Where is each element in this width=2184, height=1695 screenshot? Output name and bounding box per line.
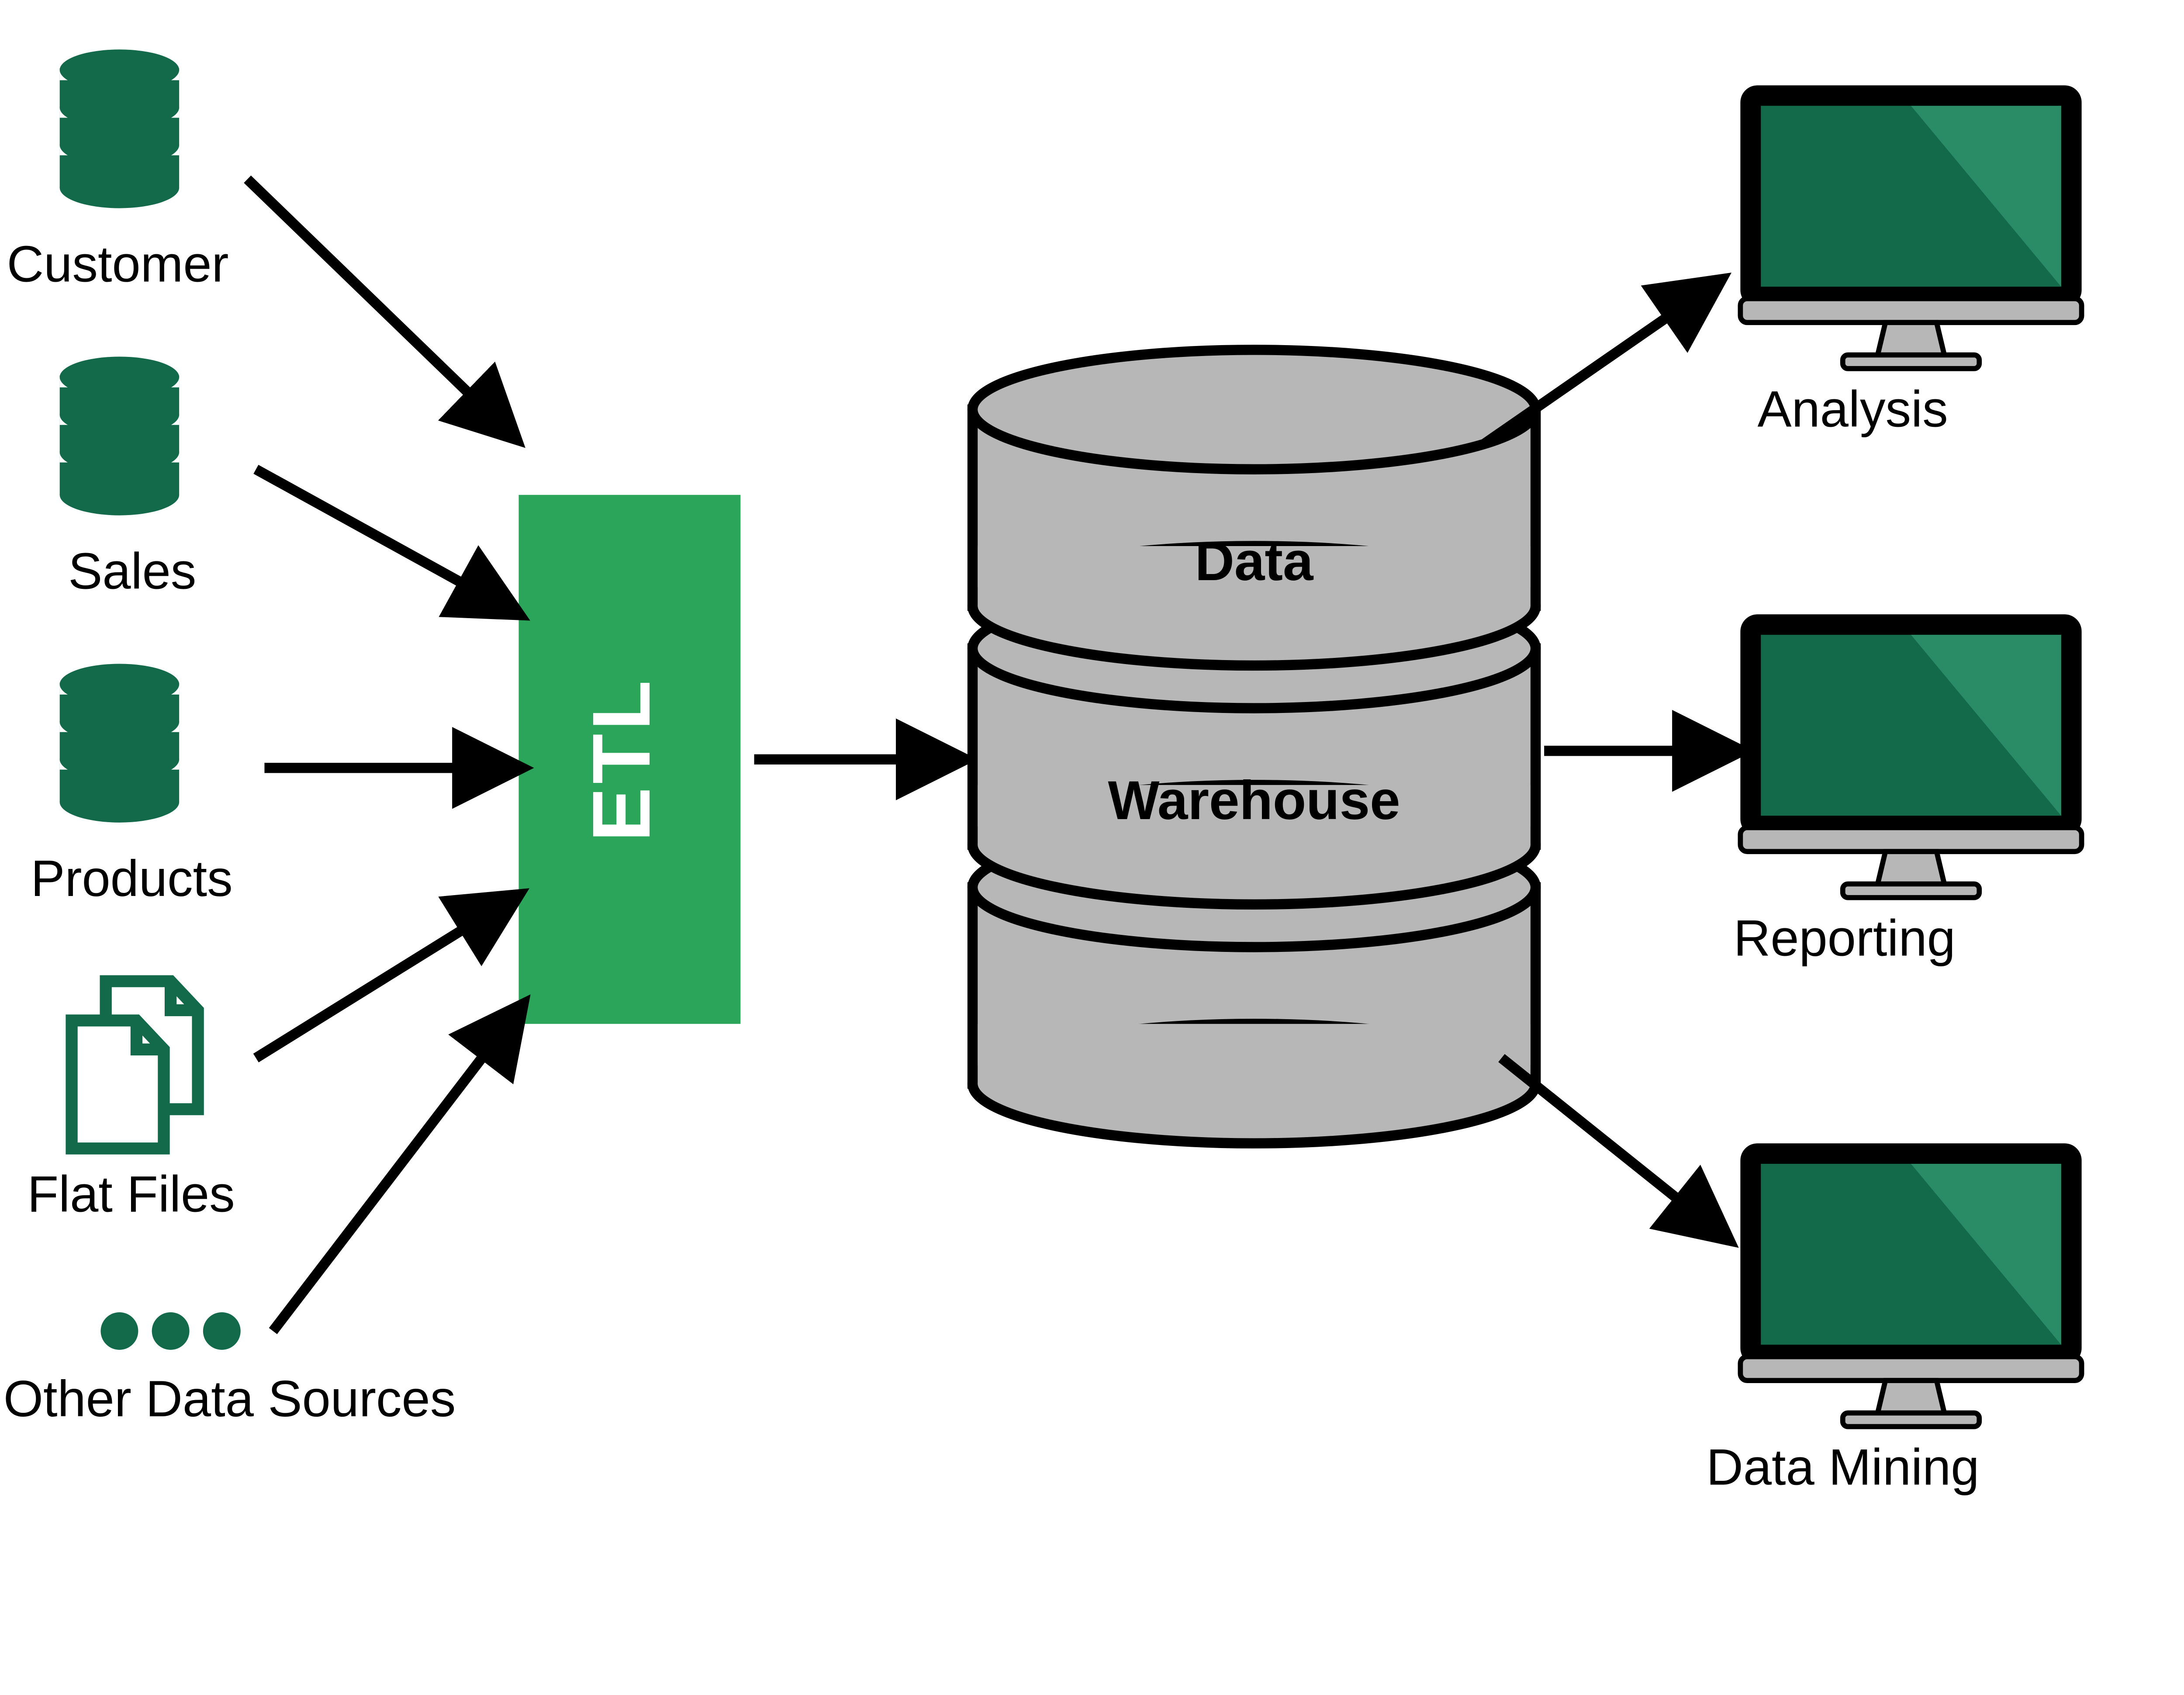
- source-customer: Customer: [7, 49, 229, 292]
- source-other: Other Data Sources: [3, 1312, 456, 1427]
- output-analysis-label: Analysis: [1757, 381, 1948, 438]
- database-icon: [60, 49, 179, 208]
- output-datamining: Data Mining: [1706, 1143, 2081, 1495]
- output-datamining-label: Data Mining: [1706, 1438, 1979, 1495]
- output-reporting: Reporting: [1734, 614, 2082, 966]
- source-flatfiles-label: Flat Files: [28, 1165, 235, 1222]
- source-products-label: Products: [31, 850, 232, 907]
- source-other-label: Other Data Sources: [3, 1370, 456, 1427]
- files-icon: [72, 981, 198, 1148]
- etl-box: ETL: [519, 495, 741, 1024]
- arrows-source-to-etl: [247, 179, 511, 1331]
- dots-icon: [100, 1312, 240, 1350]
- monitor-icon: [1740, 1143, 2081, 1426]
- data-warehouse: Warehouse Data: [973, 350, 1536, 1143]
- source-sales: Sales: [60, 356, 197, 599]
- database-icon: [60, 664, 179, 823]
- output-analysis: Analysis: [1740, 85, 2081, 437]
- database-icon: [60, 356, 179, 515]
- monitor-icon: [1740, 614, 2081, 897]
- source-sales-label: Sales: [68, 543, 196, 600]
- source-products: Products: [31, 664, 232, 907]
- output-reporting-label: Reporting: [1734, 910, 1956, 967]
- warehouse-label-bottom: Warehouse: [1108, 770, 1400, 831]
- etl-label: ETL: [575, 677, 667, 842]
- source-flatfiles: Flat Files: [28, 981, 235, 1222]
- warehouse-label-top: Data: [1195, 531, 1314, 592]
- monitor-icon: [1740, 85, 2081, 368]
- source-customer-label: Customer: [7, 235, 229, 293]
